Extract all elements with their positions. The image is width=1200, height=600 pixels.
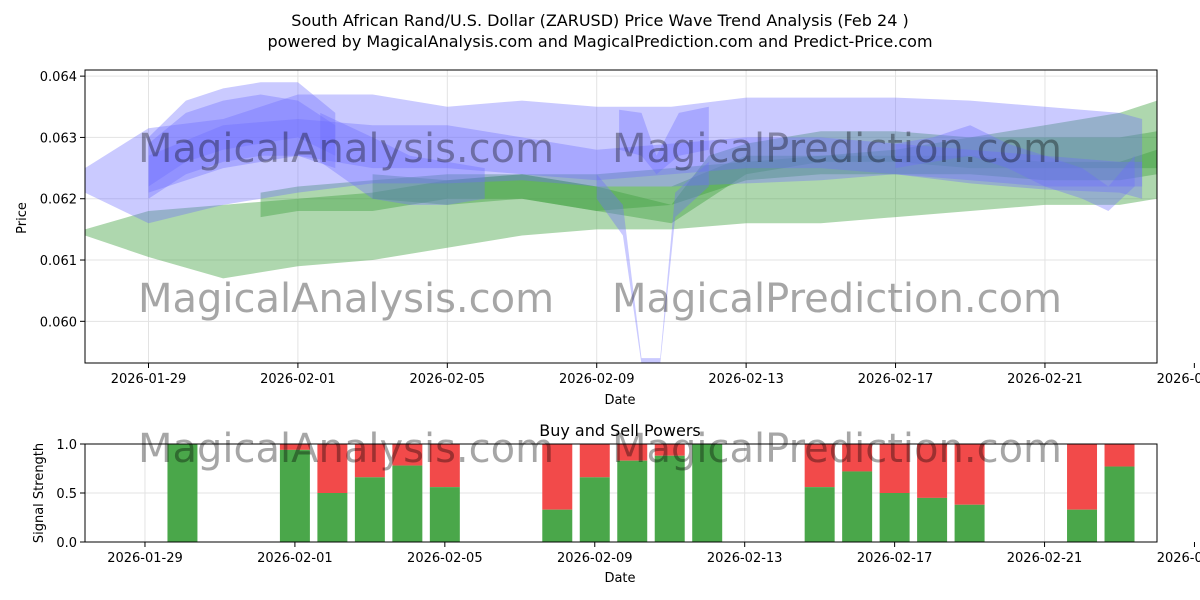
buy-bar xyxy=(917,497,948,542)
watermark-analysis-bottom: MagicalAnalysis.com xyxy=(138,276,554,322)
chart-subtitle: powered by MagicalAnalysis.com and Magic… xyxy=(267,32,932,51)
sell-bar xyxy=(917,444,948,498)
sub-x-tick-label: 2026-02-13 xyxy=(707,551,783,566)
sub-y-tick-label: 0.0 xyxy=(56,536,77,551)
main-x-tick-label: 2026-02-21 xyxy=(1007,372,1083,387)
main-grid xyxy=(85,70,1157,363)
chart-title: South African Rand/U.S. Dollar (ZARUSD) … xyxy=(291,11,908,30)
watermark-analysis-top: MagicalAnalysis.com xyxy=(138,126,554,172)
main-x-tick-label: 2026-02-05 xyxy=(410,372,486,387)
watermark-prediction-top: MagicalPrediction.com xyxy=(612,126,1062,172)
buy-bar xyxy=(354,477,385,542)
main-x-ticks: 2026-01-29 2026-02-01 2026-02-05 2026-02-09… xyxy=(111,363,1200,387)
watermark-prediction-sub: MagicalPrediction.com xyxy=(612,426,1062,472)
sub-x-tick-label: 2026-02-01 xyxy=(257,551,333,566)
main-x-tick-label: 2026-01-29 xyxy=(111,372,187,387)
main-y-tick-label: 0.063 xyxy=(40,131,77,146)
sell-bar xyxy=(429,444,460,488)
sell-bar xyxy=(542,444,573,510)
sell-bar xyxy=(279,444,310,450)
buy-bar xyxy=(542,509,573,542)
sub-y-tick-label: 1.0 xyxy=(56,438,77,453)
buy-bar xyxy=(579,477,610,542)
sub-x-tick-label: 2026-02-21 xyxy=(1007,551,1083,566)
main-x-axis-label: Date xyxy=(604,393,635,408)
sell-bar xyxy=(879,444,910,493)
buy-bar xyxy=(617,460,648,542)
green-band-2 xyxy=(372,131,1157,224)
main-x-tick-label: 2026-02-17 xyxy=(858,372,934,387)
watermark-analysis-sub: MagicalAnalysis.com xyxy=(138,426,554,472)
main-y-tick-label: 0.062 xyxy=(40,193,77,208)
blue-band-7 xyxy=(895,125,1135,211)
green-band-0 xyxy=(85,100,1157,279)
sub-x-tick-label: 2026-02-25 xyxy=(1157,551,1200,566)
blue-band-3 xyxy=(148,119,1143,193)
main-plot-frame xyxy=(84,69,1158,364)
sub-x-tick-label: 2026-02-17 xyxy=(857,551,933,566)
buy-bar xyxy=(317,493,348,542)
buy-bar xyxy=(804,487,835,542)
sell-bar xyxy=(842,444,873,472)
main-y-tick-label: 0.064 xyxy=(40,70,77,85)
main-y-tick-label: 0.061 xyxy=(40,254,77,269)
buy-bar xyxy=(954,504,985,542)
sub-x-ticks: 2026-01-29 2026-02-01 2026-02-05 2026-02-09… xyxy=(107,542,1200,566)
blue-band-4 xyxy=(320,112,485,205)
sub-x-tick-label: 2026-02-05 xyxy=(407,551,483,566)
blue-band-1 xyxy=(148,82,336,187)
blue-band-2 xyxy=(148,94,336,199)
sub-x-axis-label: Date xyxy=(604,571,635,586)
sub-bars xyxy=(167,444,1135,542)
main-y-tick-label: 0.060 xyxy=(40,315,77,330)
buy-bar xyxy=(1067,509,1098,542)
sell-bar xyxy=(654,444,685,456)
sub-y-ticks: 0.0 0.5 1.0 xyxy=(56,438,85,551)
buy-sell-powers-chart: Buy and Sell Powers MagicalAnalysis.com … xyxy=(32,421,1200,586)
sell-bar xyxy=(1104,444,1135,467)
main-plot-area xyxy=(85,70,1157,363)
sell-bar xyxy=(954,444,985,505)
sell-bar xyxy=(804,444,835,488)
buy-bar xyxy=(879,493,910,542)
blue-band-5 xyxy=(596,161,709,363)
buy-bar xyxy=(654,455,685,542)
sell-bar xyxy=(1067,444,1098,510)
buy-bar xyxy=(692,444,723,542)
blue-band-0 xyxy=(85,94,1143,224)
buy-bar xyxy=(429,487,460,542)
buy-bar xyxy=(392,465,423,542)
blue-band-6 xyxy=(619,106,709,175)
green-band-1 xyxy=(260,149,1157,218)
main-x-tick-label: 2026-02-01 xyxy=(260,372,336,387)
main-x-tick-label: 2026-02-09 xyxy=(559,372,635,387)
main-x-tick-label: 2026-02-25 xyxy=(1157,372,1200,387)
sell-bar xyxy=(392,444,423,466)
watermark-prediction-bottom: MagicalPrediction.com xyxy=(612,276,1062,322)
buy-bar xyxy=(167,444,198,542)
buy-bar xyxy=(279,449,310,542)
sub-y-axis-label: Signal Strength xyxy=(32,443,47,543)
buy-bar xyxy=(842,471,873,542)
sub-y-tick-label: 0.5 xyxy=(56,487,77,502)
main-y-ticks: 0.060 0.061 0.062 0.063 0.064 xyxy=(40,70,85,330)
main-bands xyxy=(85,82,1157,363)
sell-bar xyxy=(354,444,385,478)
buy-sell-title: Buy and Sell Powers xyxy=(539,421,701,440)
sell-bar xyxy=(579,444,610,478)
main-x-tick-label: 2026-02-13 xyxy=(708,372,784,387)
sell-bar xyxy=(617,444,648,461)
sell-bar xyxy=(317,444,348,493)
sub-x-tick-label: 2026-02-09 xyxy=(557,551,633,566)
price-wave-chart: MagicalAnalysis.com MagicalPrediction.co… xyxy=(15,69,1200,408)
sub-x-tick-label: 2026-01-29 xyxy=(107,551,183,566)
main-y-axis-label: Price xyxy=(15,202,30,234)
buy-bar xyxy=(1104,466,1135,542)
